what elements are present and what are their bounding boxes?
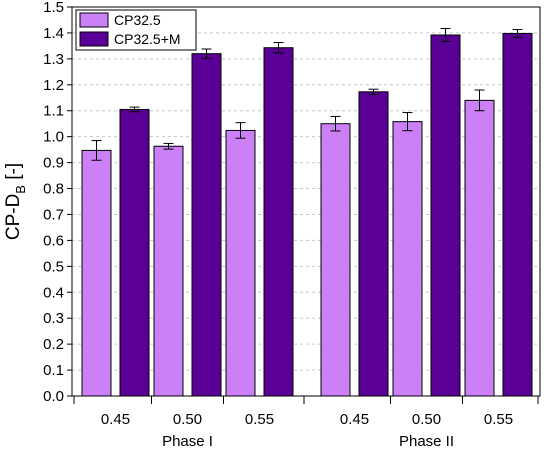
- x-tick-label: 0.55: [484, 411, 513, 428]
- y-tick-label: 0.9: [43, 155, 64, 172]
- y-axis: 0.0 0.1 0.2 0.3 0.4 0.5 0.6 0.7 0.8 0.9 1.0 1.1 1.2 1…: [43, 0, 72, 405]
- y-tick-label: 0.7: [43, 206, 64, 223]
- legend-label: CP32.5+M: [114, 31, 181, 47]
- legend-swatch: [79, 31, 109, 47]
- y-tick-label: 0.2: [43, 336, 64, 353]
- bar: [263, 47, 294, 397]
- y-tick-label: 1.4: [43, 25, 64, 42]
- x-axis: 0.45 0.50 0.55 Phase I 0.45 0.50 0.55 Phase II: [73, 396, 539, 450]
- legend: CP32.5 CP32.5+M: [75, 9, 197, 51]
- x-tick-label: 0.50: [412, 411, 441, 428]
- y-tick-label: 1.1: [43, 103, 64, 120]
- group-label: Phase II: [399, 433, 454, 450]
- y-axis-title-subscript: B: [13, 185, 28, 194]
- y-axis-title: CP-DB [-]: [3, 163, 28, 240]
- grid-lines: [72, 32, 540, 371]
- bar: [502, 32, 533, 397]
- bar: [153, 145, 184, 397]
- y-tick-label: 1.0: [43, 129, 64, 146]
- group-label: Phase I: [162, 433, 213, 450]
- bar: [320, 123, 351, 397]
- bar: [191, 53, 222, 397]
- x-tick-label: 0.50: [173, 411, 202, 428]
- x-tick-label: 0.45: [101, 411, 130, 428]
- x-tick-label: 0.55: [245, 411, 274, 428]
- legend-label: CP32.5: [114, 12, 161, 28]
- bar: [358, 91, 389, 397]
- y-tick-label: 0.5: [43, 258, 64, 275]
- y-tick-label: 0.1: [43, 362, 64, 379]
- y-axis-title-main: CP-D: [3, 194, 24, 240]
- y-axis-title-unit: [-]: [3, 163, 24, 185]
- y-tick-label: 0.8: [43, 181, 64, 198]
- bar: [81, 149, 112, 397]
- y-tick-label: 0.4: [43, 284, 64, 301]
- legend-swatch: [79, 12, 109, 28]
- x-tick-label: 0.45: [340, 411, 369, 428]
- bar: [430, 34, 461, 397]
- bar: [464, 99, 495, 397]
- bar: [119, 108, 150, 397]
- y-tick-label: 1.3: [43, 51, 64, 68]
- y-tick-label: 0.6: [43, 232, 64, 249]
- bar: [392, 121, 423, 397]
- plot-frame: [71, 6, 541, 397]
- bars-layer: [81, 28, 533, 397]
- y-tick-label: 1.2: [43, 77, 64, 94]
- bar: [225, 129, 256, 397]
- y-tick-label: 0.0: [43, 388, 64, 405]
- y-tick-label: 1.5: [43, 0, 64, 16]
- y-tick-label: 0.3: [43, 310, 64, 327]
